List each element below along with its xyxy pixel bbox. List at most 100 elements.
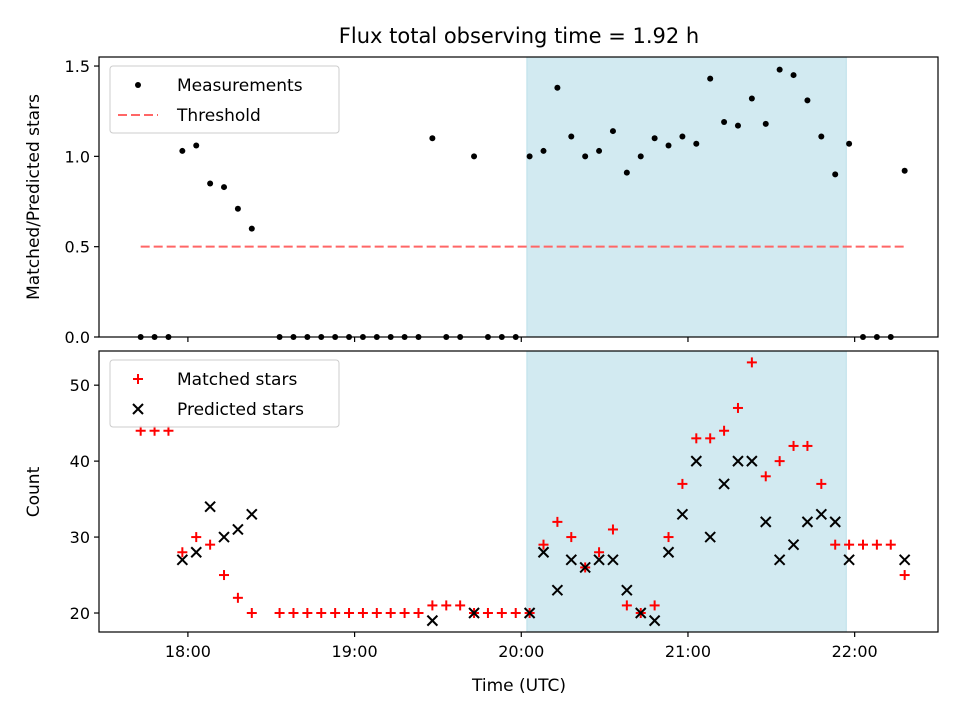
measurement-point — [637, 153, 644, 160]
predicted-star-point — [898, 554, 911, 566]
matched-star-point — [482, 608, 493, 619]
measurement-point — [248, 225, 255, 232]
predicted-star-point — [635, 607, 647, 619]
matched-star-point — [330, 608, 341, 619]
matched-star-point — [677, 478, 688, 489]
matched-star-point — [177, 547, 188, 558]
measurement-point — [832, 171, 839, 178]
y-tick-label: 0.0 — [65, 328, 90, 347]
matched-star-point — [357, 608, 368, 619]
matched-star-point — [871, 539, 882, 550]
predicted-star-point — [426, 614, 439, 627]
legend-box — [109, 359, 340, 428]
predicted-star-point — [190, 546, 202, 558]
matched-star-point — [746, 357, 757, 368]
x-axis-label: Time (UTC) — [471, 676, 566, 696]
matched-star-point — [302, 608, 313, 619]
matched-star-point — [441, 600, 452, 611]
measurement-point — [776, 66, 783, 73]
predicted-star-point — [718, 478, 730, 490]
x-tick-label: 20:00 — [498, 642, 544, 661]
x-tick-label: 21:00 — [665, 642, 711, 661]
y-tick-label: 20 — [70, 604, 90, 623]
matched-star-point — [246, 608, 257, 619]
predicted-star-point — [648, 614, 661, 627]
y-tick-label: 1.0 — [65, 147, 90, 166]
matched-star-point — [594, 547, 605, 558]
predicted-star-point — [773, 554, 786, 566]
measurement-point — [790, 72, 797, 79]
predicted-star-point — [176, 554, 189, 566]
predicted-star-point — [593, 554, 605, 566]
predicted-star-point — [607, 554, 619, 566]
top-panel: 0.0 0.5 1.0 1.5 Measurements Threshold — [65, 56, 939, 347]
matched-star-point — [719, 425, 730, 436]
matched-star-point — [232, 592, 243, 603]
legend-marker-dot — [135, 82, 141, 88]
x-tick-label: 18:00 — [165, 642, 211, 661]
measurement-point — [679, 133, 686, 140]
predicted-star-point — [690, 455, 703, 467]
measurement-point — [554, 84, 561, 91]
measurement-point — [762, 120, 769, 127]
matched-star-point — [385, 608, 396, 619]
shaded-observing-span — [526, 350, 847, 633]
predicted-star-point — [218, 531, 230, 543]
matched-star-point — [455, 600, 466, 611]
chart-title: Flux total observing time = 1.92 h — [339, 24, 699, 48]
predicted-star-point — [801, 516, 814, 528]
measurement-point — [721, 119, 728, 126]
matched-star-point — [830, 539, 841, 550]
matched-star-point — [191, 532, 202, 543]
measurement-point — [804, 97, 811, 104]
legend-label: Measurements — [177, 76, 303, 96]
predicted-star-point — [537, 546, 550, 558]
predicted-star-point — [843, 554, 855, 566]
matched-star-point — [371, 608, 382, 619]
predicted-star-point — [829, 516, 841, 528]
measurement-point — [651, 135, 658, 142]
measurement-point — [734, 122, 741, 129]
legend-marker-plus — [133, 374, 143, 384]
predicted-star-point — [523, 607, 536, 619]
shaded-observing-span — [526, 56, 847, 338]
matched-star-point — [510, 608, 521, 619]
measurement-point — [596, 147, 603, 154]
bottom-panel: 20 30 40 50 18:00 19:00 20:00 21:00 22:00 Matched… — [70, 350, 939, 661]
matched-star-point — [899, 570, 910, 581]
measurement-point — [179, 147, 186, 154]
matched-star-point — [413, 608, 424, 619]
matched-star-point — [538, 539, 549, 550]
measurement-point — [582, 153, 589, 160]
matched-star-point — [788, 440, 799, 451]
predicted-star-point — [565, 554, 577, 566]
matched-star-point — [774, 456, 785, 467]
measurement-point — [568, 133, 575, 140]
measurement-point — [540, 147, 547, 154]
measurement-point — [693, 140, 700, 147]
axes-frame — [98, 56, 939, 338]
matched-star-point — [621, 600, 632, 611]
predicted-star-point — [579, 561, 591, 574]
measurement-point — [526, 153, 533, 160]
matched-star-point — [205, 539, 216, 550]
matched-star-point — [316, 608, 327, 619]
predicted-star-point — [760, 516, 772, 528]
matched-star-point — [607, 524, 618, 535]
matched-star-point — [274, 608, 285, 619]
predicted-star-point — [676, 508, 689, 520]
bottom-y-axis-label: Count — [24, 466, 44, 517]
measurement-point — [609, 128, 616, 135]
legend: Matched stars Predicted stars — [109, 359, 340, 428]
legend-marker-x — [132, 403, 144, 415]
measurement-point — [234, 205, 241, 212]
matched-star-point — [857, 539, 868, 550]
predicted-star-point — [204, 500, 216, 513]
x-tick-label: 22:00 — [832, 642, 878, 661]
predicted-star-point — [468, 607, 480, 619]
top-y-axis-label: Matched/Predicted stars — [24, 94, 44, 300]
legend-label: Predicted stars — [177, 400, 304, 420]
measurement-point — [818, 133, 825, 140]
measurement-point — [707, 75, 714, 82]
